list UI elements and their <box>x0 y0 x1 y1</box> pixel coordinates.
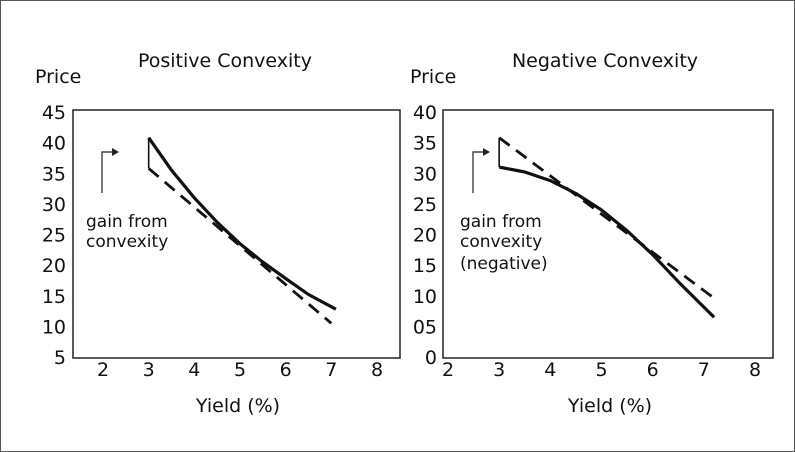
series-group <box>147 136 337 325</box>
annotation-arrowhead <box>483 148 490 156</box>
x-tick-label: 5 <box>595 359 607 381</box>
y-tick-labels: 5 10 15 20 25 30 35 40 45 <box>42 102 66 369</box>
chart-title: Positive Convexity <box>138 50 312 72</box>
annotation-arrow <box>101 151 112 193</box>
x-tick-label: 5 <box>234 359 246 381</box>
x-tick-labels: 2 3 4 5 6 7 8 <box>442 359 761 381</box>
annotation-arrow <box>472 151 483 193</box>
x-tick-label: 2 <box>97 359 109 381</box>
annotation-line-1: gain from <box>460 212 542 232</box>
y-tick-label: 40 <box>413 102 437 124</box>
x-tick-label: 6 <box>647 359 659 381</box>
y-tick-labels: 0 05 10 15 20 25 30 35 40 <box>413 102 437 369</box>
annotation-line-1: gain from <box>86 212 168 232</box>
chart-title: Negative Convexity <box>512 50 698 72</box>
price-curve <box>498 165 716 319</box>
y-tick-label: 05 <box>413 316 437 338</box>
x-tick-label: 8 <box>749 359 761 381</box>
x-tick-label: 3 <box>143 359 155 381</box>
x-tick-label: 2 <box>442 359 454 381</box>
plot-area-frame <box>72 109 401 359</box>
y-tick-label: 25 <box>413 194 437 216</box>
x-tick-label: 4 <box>544 359 556 381</box>
y-tick-label: 10 <box>413 286 437 308</box>
chart-positive-convexity: Positive Convexity Price Yield (%) 5 10 15… <box>35 50 401 417</box>
annotation: gain from convexity (negative) <box>460 148 548 274</box>
x-tick-label: 7 <box>698 359 710 381</box>
annotation-line-2: convexity <box>86 232 168 252</box>
y-tick-label: 20 <box>413 225 437 247</box>
annotation-line-3: (negative) <box>460 254 548 274</box>
x-tick-label: 4 <box>188 359 200 381</box>
y-tick-label: 30 <box>42 194 66 216</box>
annotation-arrowhead <box>112 148 119 156</box>
y-tick-label: 35 <box>42 163 66 185</box>
y-tick-label: 15 <box>42 286 66 308</box>
x-tick-labels: 2 3 4 5 6 7 8 <box>97 359 383 381</box>
plot-area-frame <box>442 109 774 359</box>
y-tick-label: 35 <box>413 133 437 155</box>
y-tick-label: 30 <box>413 163 437 185</box>
y-tick-label: 15 <box>413 255 437 277</box>
x-tick-label: 6 <box>280 359 292 381</box>
annotation-line-2: convexity <box>460 232 542 252</box>
duration-tangent-line <box>498 136 715 300</box>
y-axis-label: Price <box>410 66 456 88</box>
y-tick-label: 40 <box>42 133 66 155</box>
y-tick-label: 0 <box>425 347 437 369</box>
y-tick-label: 25 <box>42 225 66 247</box>
y-tick-label: 10 <box>42 316 66 338</box>
x-tick-label: 3 <box>493 359 505 381</box>
duration-tangent-line <box>147 167 333 325</box>
x-axis-label: Yield (%) <box>567 395 652 417</box>
x-tick-label: 7 <box>325 359 337 381</box>
y-tick-label: 20 <box>42 255 66 277</box>
x-axis-label: Yield (%) <box>195 395 280 417</box>
y-axis-label: Price <box>35 66 81 88</box>
chart-negative-convexity: Negative Convexity Price Yield (%) 0 05 10… <box>410 50 774 417</box>
y-tick-label: 5 <box>54 347 66 369</box>
series-group <box>498 136 716 319</box>
x-tick-label: 8 <box>371 359 383 381</box>
price-curve <box>147 136 337 311</box>
y-tick-label: 45 <box>42 102 66 124</box>
annotation: gain from convexity <box>86 148 168 252</box>
